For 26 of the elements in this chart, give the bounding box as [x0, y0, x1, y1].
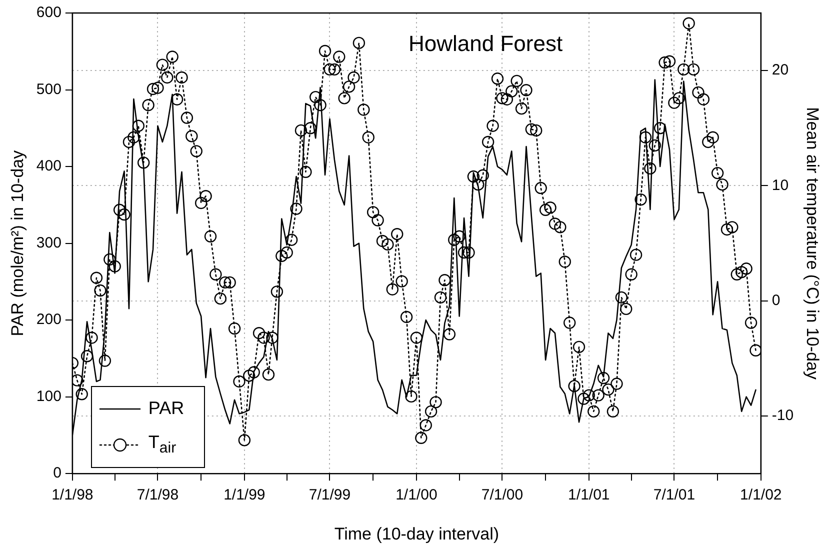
y2-tick-label: 10	[772, 176, 789, 194]
x-tick-label: 1/1/99	[224, 486, 266, 504]
x-tick-label: 1/1/98	[52, 486, 94, 504]
y2-tick-label: 20	[772, 62, 789, 79]
x-tick-label: 1/1/01	[568, 486, 610, 504]
x-tick-label: 1/1/00	[396, 486, 438, 504]
y2-tick-label: 0	[772, 292, 780, 310]
legend-label: T$_{air}$	[148, 432, 176, 457]
y-tick-label: 200	[36, 311, 62, 328]
x-tick-label: 7/1/98	[136, 486, 179, 504]
x-tick-label: 7/1/99	[308, 486, 351, 504]
y-tick-label: 0	[53, 464, 62, 482]
x-tick-label: 1/1/02	[740, 486, 782, 504]
text: Howland Forest	[408, 31, 563, 56]
x-tick-label: 7/1/01	[653, 486, 696, 504]
y-tick-label: 600	[36, 4, 62, 22]
y-tick-label: 300	[36, 234, 62, 252]
y-tick-label: 500	[36, 80, 62, 98]
x-axis-title: Time (10-day interval)	[334, 524, 500, 544]
y-axis-title: PAR (mole/m²) in 10-day	[8, 150, 27, 336]
legend-label: PAR	[148, 398, 184, 420]
y-tick-label: 400	[36, 158, 62, 175]
x-tick-label: 7/1/00	[481, 486, 524, 504]
y2-tick-label: -10	[772, 407, 794, 424]
y2-axis-title: Mean air temperature (°C) in 10-day	[803, 107, 822, 380]
y-tick-label: 100	[36, 388, 62, 405]
